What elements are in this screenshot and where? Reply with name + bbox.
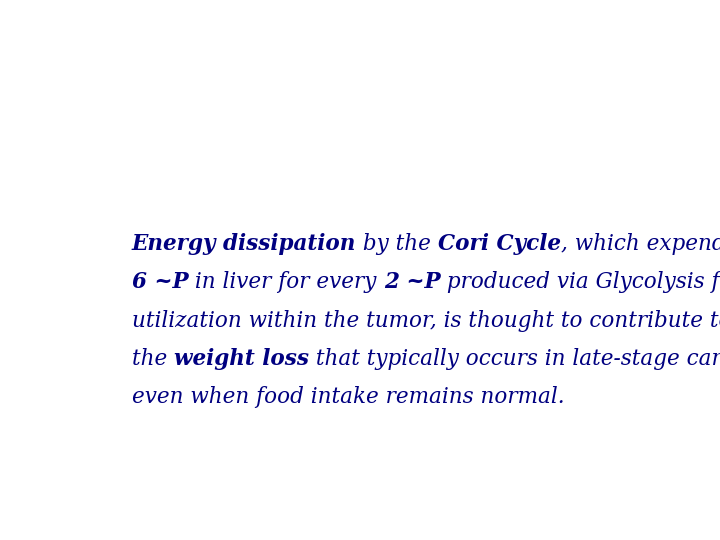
Text: Energy dissipation: Energy dissipation (132, 233, 356, 255)
Text: that typically occurs in late-stage cancer: that typically occurs in late-stage canc… (309, 348, 720, 370)
Text: , which expends: , which expends (561, 233, 720, 255)
Text: in liver for every: in liver for every (189, 272, 384, 293)
Text: produced via Glycolysis for: produced via Glycolysis for (441, 272, 720, 293)
Text: utilization within the tumor, is thought to contribute to: utilization within the tumor, is thought… (132, 310, 720, 332)
Text: weight loss: weight loss (174, 348, 309, 370)
Text: the: the (132, 348, 174, 370)
Text: 2 ~P: 2 ~P (384, 272, 441, 293)
Text: even when food intake remains normal.: even when food intake remains normal. (132, 386, 564, 408)
Text: Cori Cycle: Cori Cycle (438, 233, 561, 255)
Text: 6 ~P: 6 ~P (132, 272, 189, 293)
Text: by the: by the (356, 233, 438, 255)
